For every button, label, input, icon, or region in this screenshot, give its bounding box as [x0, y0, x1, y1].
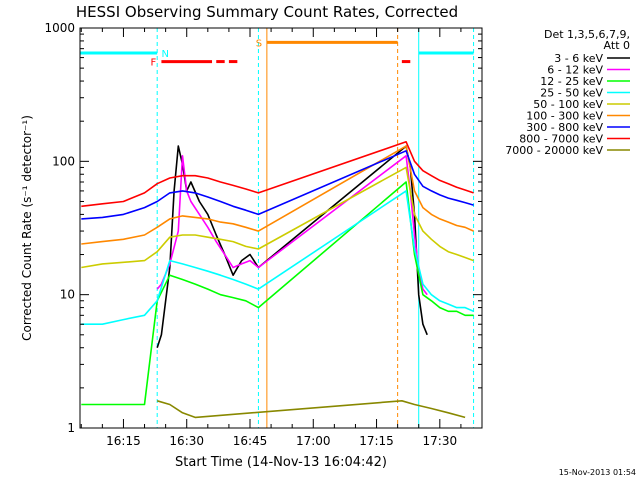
legend-entry-label: 300 - 800 keV	[526, 121, 603, 134]
legend-entry-label: 7000 - 20000 keV	[505, 144, 603, 157]
flag-f-label: F	[151, 58, 157, 69]
plot-frame	[79, 27, 483, 429]
series-line	[81, 145, 474, 245]
flag-n-label: N	[161, 49, 168, 60]
series-line	[81, 150, 474, 220]
flag-s-label: S	[256, 38, 262, 49]
x-axis-label: Start Time (14-Nov-13 16:04:42)	[175, 455, 387, 470]
x-tick-label: 17:15	[359, 434, 394, 448]
series-line	[81, 141, 474, 208]
series-line	[81, 166, 474, 269]
plot-area: NF S	[80, 28, 475, 428]
legend-entry-label: 25 - 50 keV	[540, 87, 603, 100]
x-tick-label: 16:15	[106, 434, 141, 448]
legend-title: Det 1,3,5,6,7,9,	[544, 28, 630, 41]
y-axis-label: Corrected Count Rate (s⁻¹ detector⁻¹)	[20, 115, 34, 341]
y-tick-label: 100	[52, 154, 75, 168]
legend-entry-label: 800 - 7000 keV	[519, 133, 603, 146]
legend-title: Att 0	[604, 39, 630, 52]
x-tick-label: 16:45	[233, 434, 268, 448]
footer-timestamp: 15-Nov-2013 01:54	[559, 468, 636, 477]
series-line	[81, 190, 474, 326]
y-axis: 1 10 100 1000	[44, 21, 482, 435]
x-tick-label: 17:00	[296, 434, 331, 448]
y-tick-label: 10	[60, 288, 75, 302]
x-tick-label: 17:30	[423, 434, 458, 448]
legend-entry-label: 3 - 6 keV	[554, 52, 603, 65]
series-line	[156, 145, 428, 348]
legend-entry-label: 6 - 12 keV	[547, 64, 603, 77]
series-line	[81, 181, 474, 406]
x-tick-label: 16:30	[169, 434, 204, 448]
legend-entry-label: 50 - 100 keV	[533, 98, 603, 111]
series-line	[156, 155, 428, 296]
legend-entry-label: 100 - 300 keV	[526, 110, 603, 123]
y-tick-label: 1	[67, 421, 75, 435]
x-axis: 16:15 16:30 16:45 17:00 17:15 17:30	[80, 28, 483, 448]
series-line	[156, 399, 466, 419]
y-tick-label: 1000	[44, 21, 75, 35]
legend-entry-label: 12 - 25 keV	[540, 75, 603, 88]
chart-title: HESSI Observing Summary Count Rates, Cor…	[76, 3, 458, 21]
